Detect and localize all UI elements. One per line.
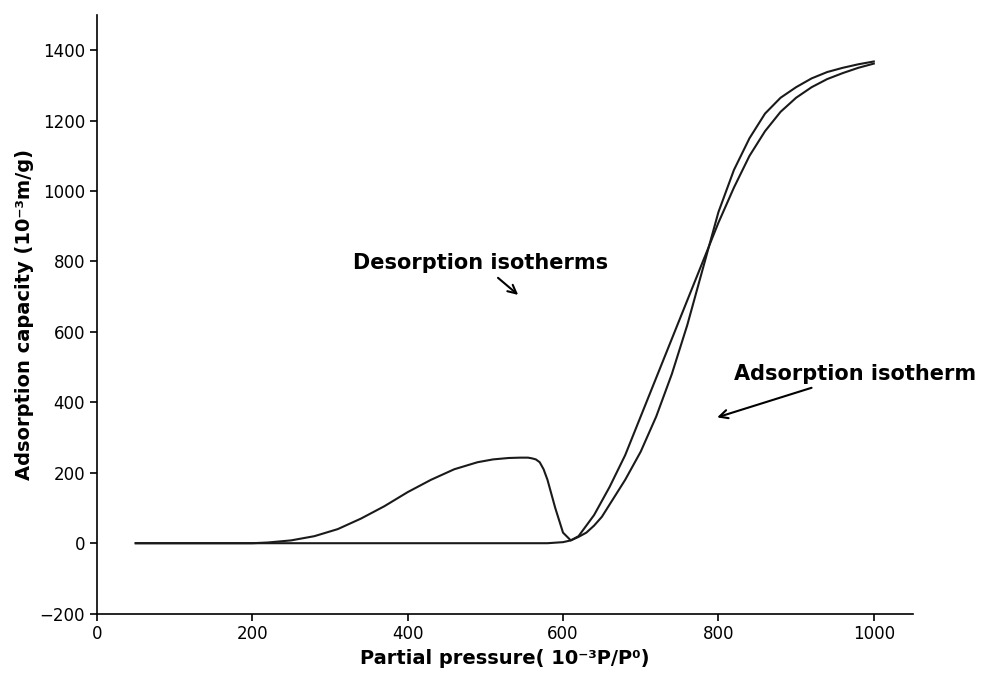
Y-axis label: Adsorption capacity (10⁻³m/g): Adsorption capacity (10⁻³m/g)	[15, 149, 34, 480]
X-axis label: Partial pressure( 10⁻³P/P⁰): Partial pressure( 10⁻³P/P⁰)	[360, 649, 649, 668]
Text: Desorption isotherms: Desorption isotherms	[353, 253, 608, 294]
Text: Adsorption isotherm: Adsorption isotherm	[719, 364, 976, 418]
